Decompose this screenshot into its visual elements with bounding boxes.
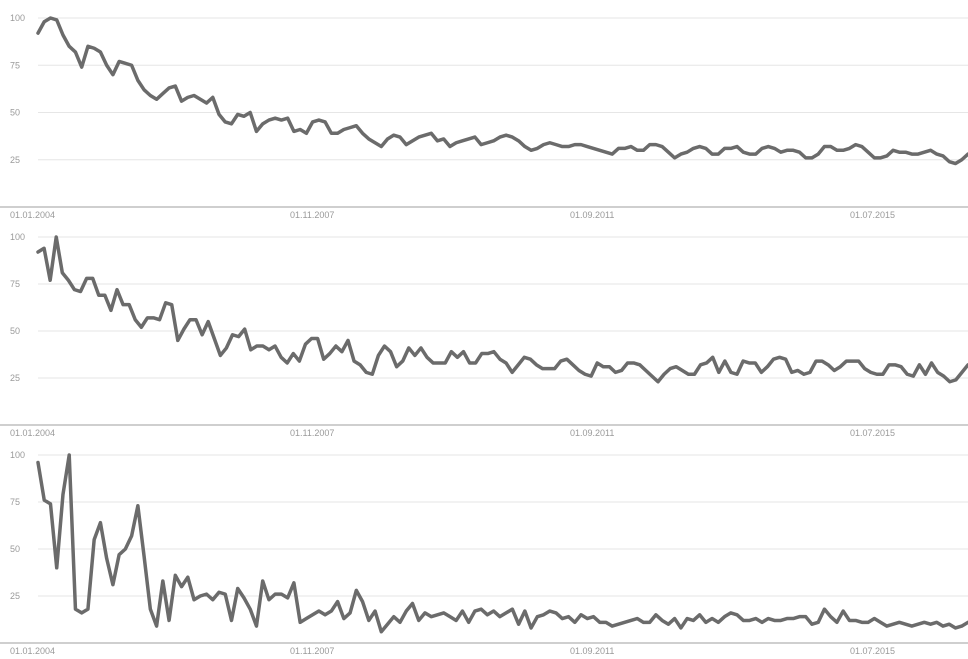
y-tick-label: 25 bbox=[10, 591, 20, 601]
y-tick-label: 100 bbox=[10, 450, 25, 460]
x-tick-label: 01.09.2011 bbox=[570, 210, 614, 220]
y-tick-label: 100 bbox=[10, 232, 25, 242]
chart-panel-1: 25 50 75 100 01.01.2004 01.11.2007 01.09.2011 0… bbox=[0, 13, 968, 220]
x-tick-label: 01.09.2011 bbox=[570, 646, 614, 656]
x-tick-label: 01.01.2004 bbox=[10, 428, 55, 438]
x-tick-label: 01.07.2015 bbox=[850, 646, 895, 656]
y-tick-label: 25 bbox=[10, 155, 20, 165]
x-tick-label: 01.01.2004 bbox=[10, 210, 55, 220]
series-line-1 bbox=[36, 16, 968, 166]
series-line-2 bbox=[36, 235, 968, 384]
chart-panel-2: 25 50 75 100 01.01.2004 01.11.2007 01.09.2011 0… bbox=[0, 232, 968, 438]
x-tick-label: 01.07.2015 bbox=[850, 210, 895, 220]
x-tick-label: 01.07.2015 bbox=[850, 428, 895, 438]
y-tick-label: 50 bbox=[10, 544, 20, 554]
x-tick-label: 01.11.2007 bbox=[290, 646, 334, 656]
y-tick-label: 75 bbox=[10, 279, 20, 289]
x-tick-label: 01.11.2007 bbox=[290, 428, 334, 438]
y-tick-label: 100 bbox=[10, 13, 25, 23]
series-line-3 bbox=[36, 453, 968, 634]
x-tick-label: 01.01.2004 bbox=[10, 646, 55, 656]
y-tick-label: 75 bbox=[10, 497, 20, 507]
y-tick-label: 50 bbox=[10, 108, 20, 118]
x-tick-label: 01.11.2007 bbox=[290, 210, 334, 220]
x-tick-label: 01.09.2011 bbox=[570, 428, 614, 438]
y-tick-label: 50 bbox=[10, 326, 20, 336]
y-tick-label: 25 bbox=[10, 373, 20, 383]
y-tick-label: 75 bbox=[10, 60, 20, 70]
chart-panel-3: 25 50 75 100 01.01.2004 01.11.2007 01.09.2011 0… bbox=[0, 450, 968, 656]
